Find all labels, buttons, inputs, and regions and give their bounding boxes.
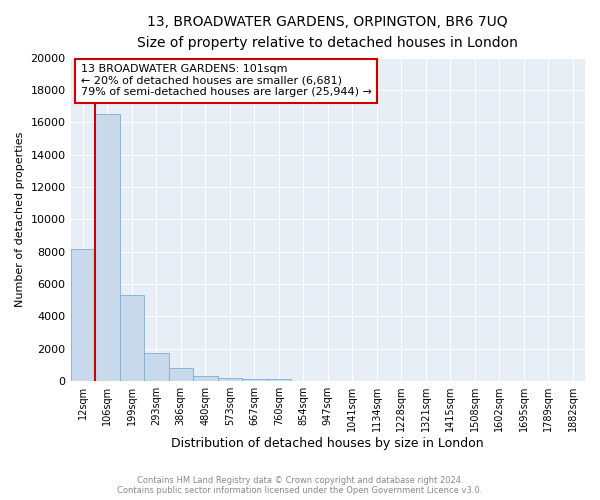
- Bar: [193, 376, 218, 381]
- Bar: [71, 248, 95, 381]
- X-axis label: Distribution of detached houses by size in London: Distribution of detached houses by size …: [172, 437, 484, 450]
- Bar: [144, 353, 169, 381]
- Text: Contains HM Land Registry data © Crown copyright and database right 2024.
Contai: Contains HM Land Registry data © Crown c…: [118, 476, 482, 495]
- Bar: [119, 296, 144, 381]
- Bar: [242, 378, 266, 381]
- Title: 13, BROADWATER GARDENS, ORPINGTON, BR6 7UQ
Size of property relative to detached: 13, BROADWATER GARDENS, ORPINGTON, BR6 7…: [137, 15, 518, 50]
- Y-axis label: Number of detached properties: Number of detached properties: [15, 132, 25, 307]
- Text: 13 BROADWATER GARDENS: 101sqm
← 20% of detached houses are smaller (6,681)
79% o: 13 BROADWATER GARDENS: 101sqm ← 20% of d…: [81, 64, 372, 98]
- Bar: [218, 378, 242, 381]
- Bar: [266, 379, 291, 381]
- Bar: [169, 368, 193, 381]
- Bar: [95, 114, 119, 381]
